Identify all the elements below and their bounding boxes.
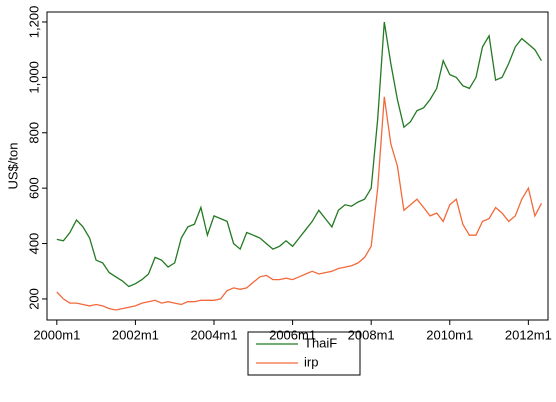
y-tick-label: 400 [26, 233, 41, 255]
x-tick-label: 2002m1 [112, 327, 159, 342]
x-tick-label: 2000m1 [33, 327, 80, 342]
x-tick-label: 2008m1 [348, 327, 395, 342]
y-axis-label: US$/ton [5, 143, 20, 190]
y-tick-label: 1,200 [26, 6, 41, 39]
x-tick-label: 2004m1 [191, 327, 238, 342]
y-tick-label: 600 [26, 177, 41, 199]
y-tick-label: 800 [26, 122, 41, 144]
plot-frame [46, 11, 549, 321]
legend-box [247, 331, 361, 376]
y-tick-label: 200 [26, 288, 41, 310]
series-line [56, 21, 542, 288]
legend-label: ThaiF [304, 335, 337, 350]
x-tick-label: 2012m1 [505, 327, 552, 342]
y-tick-label: 1,000 [26, 61, 41, 94]
x-tick-label: 2006m1 [269, 327, 316, 342]
legend-label: irp [304, 354, 318, 369]
series-line [56, 96, 542, 311]
x-tick-label: 2010m1 [426, 327, 473, 342]
